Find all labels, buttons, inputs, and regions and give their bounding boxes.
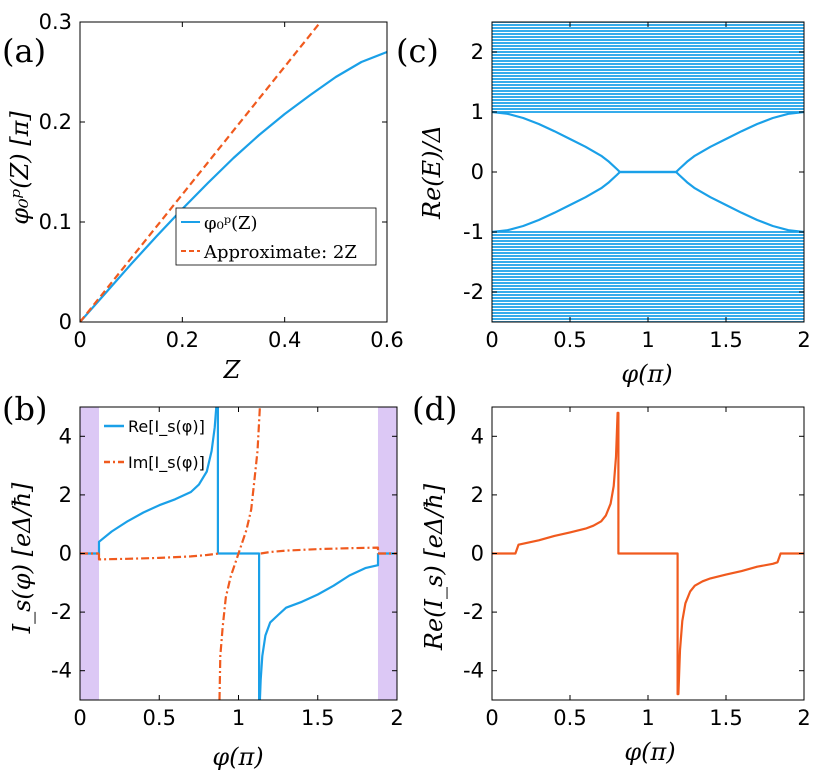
panel-d-xlabel: φ(π) [624, 738, 675, 766]
y-tick-label: 1 [471, 100, 484, 124]
y-tick-label: 0.2 [39, 110, 72, 134]
plot-content [492, 411, 804, 696]
y-tick-label: -2 [463, 600, 484, 624]
series-line-Im[I_s(φ)] [260, 546, 380, 555]
x-tick-label: 0.5 [143, 706, 176, 730]
y-tick-label: 2 [471, 483, 484, 507]
series-line-Im[I_s(φ)] [97, 552, 220, 561]
plot-frame [79, 21, 388, 323]
y-tick-label: 4 [471, 424, 484, 448]
panel-b-label: (b) [2, 390, 47, 428]
panel-a-legend-box [175, 207, 377, 266]
panel-d-label: (d) [412, 390, 457, 428]
x-tick-label: 1 [641, 328, 654, 352]
y-tick-label: 4 [59, 424, 72, 448]
series-line-Re[I_s(φ)] [97, 407, 218, 554]
panel-b: (b) I_s(φ) [eΔ/ħ] φ(π) 0 0.5 1 1.5 2-4-2024 … [2, 390, 404, 771]
panel-a-xlabel: Z [223, 356, 242, 384]
y-tick-label: -4 [463, 659, 484, 683]
legend-im-label: Im[I_s(φ)] [128, 453, 205, 473]
panel-c-ylabel: Re(E)/Δ [418, 125, 446, 220]
y-tick-label: 2 [471, 40, 484, 64]
legend-phi0-label: φ₀ᵖ(Z) [204, 213, 258, 234]
panel-b-ylabel: I_s(φ) [eΔ/ħ] [8, 482, 36, 634]
y-tick-label: -1 [463, 220, 484, 244]
panel-a-label: (a) [2, 32, 46, 70]
x-tick-label: 1 [641, 706, 654, 730]
panel-c: (c) Re(E)/Δ φ(π) 0 0.5 1 1.5 2 -2 -1 0 1 2 [396, 21, 811, 388]
y-tick-label: -4 [51, 659, 72, 683]
x-tick-label: 1 [232, 706, 245, 730]
x-tick-label: 1.5 [709, 328, 742, 352]
series-line-Re[I_s(φ)] [258, 553, 380, 700]
x-tick-label: 2 [797, 706, 810, 730]
legend-approx-label: Approximate: 2Z [203, 242, 357, 263]
y-tick-label: 2 [59, 483, 72, 507]
panel-a-ylabel: φ₀ᵖ(Z) [π] [6, 111, 34, 225]
plot-content [80, 22, 387, 322]
x-tick-label: 0.2 [166, 328, 199, 352]
y-tick-label: 0 [471, 542, 484, 566]
x-tick-label: 0 [73, 706, 86, 730]
panel-b-plot: 0 0.5 1 1.5 2 -4 -2 0 2 4 [51, 406, 404, 730]
series-line-Re(I_s) [492, 411, 804, 696]
plot-area [80, 22, 387, 322]
x-tick-label: 0 [485, 328, 498, 352]
x-tick-label: 0 [73, 328, 86, 352]
panel-a-plot: 0 0.2 0.4 0.6 0 0.1 0.2 0.3 [39, 10, 404, 352]
y-tick-label: 0 [59, 310, 72, 334]
plot-content [492, 22, 804, 322]
y-tick-label: 0.1 [39, 210, 72, 234]
series-line-Im[I_s(φ)] [218, 407, 261, 700]
panel-b-xlabel: φ(π) [212, 743, 263, 771]
x-tick-label: 2 [390, 706, 403, 730]
x-tick-label: 2 [797, 328, 810, 352]
x-tick-label: 0.6 [370, 328, 403, 352]
x-tick-label: 1.5 [301, 706, 334, 730]
panel-c-xlabel: φ(π) [621, 360, 672, 388]
x-tick-label: 0 [485, 706, 498, 730]
plot-content [80, 407, 397, 700]
panel-a-legend: φ₀ᵖ(Z) Approximate: 2Z [175, 207, 377, 266]
y-tick-label: -2 [51, 600, 72, 624]
panel-d: (d) Re(I_s) [eΔ/ħ] φ(π) 0 0.5 1 1.5 2 -4 -2 0 2 4 [412, 390, 811, 766]
series-line-Andreev bound states (lower branch) [492, 170, 804, 234]
y-tick-label: 0.3 [39, 10, 72, 34]
y-tick-label: -2 [463, 280, 484, 304]
y-tick-label: 0 [59, 542, 72, 566]
x-tick-label: 0.5 [553, 706, 586, 730]
panel-b-legend: Re[I_s(φ)] Im[I_s(φ)] [104, 417, 205, 473]
panel-c-plot: 0 0.5 1 1.5 2 -2 -1 0 1 2 [463, 21, 811, 352]
series-line-φ₀ᵖ(Z) [80, 50, 387, 322]
panel-d-plot: 0 0.5 1 1.5 2 -4 -2 0 2 4 [463, 406, 811, 730]
panel-d-ylabel: Re(I_s) [eΔ/ħ] [420, 483, 448, 651]
legend-re-label: Re[I_s(φ)] [128, 417, 205, 437]
panel-c-label: (c) [396, 32, 439, 70]
panel-a: (a) φ₀ᵖ(Z) [π] Z 0 0.2 0.4 0.6 0 0.1 0.2 0.3 φ₀… [2, 10, 404, 384]
y-tick-label: 0 [471, 160, 484, 184]
x-tick-label: 1.5 [709, 706, 742, 730]
x-tick-label: 0.5 [553, 328, 586, 352]
series-line-Approximate: 2Z [80, 22, 322, 322]
x-tick-label: 0.4 [268, 328, 301, 352]
